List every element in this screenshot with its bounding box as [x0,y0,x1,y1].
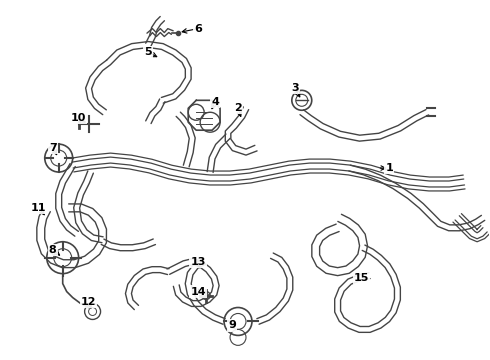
Text: 5: 5 [145,48,152,58]
Text: 4: 4 [211,97,219,107]
Text: 10: 10 [71,113,86,123]
Text: 2: 2 [234,103,242,113]
Text: 15: 15 [354,273,369,283]
Text: 13: 13 [191,257,206,267]
Text: 1: 1 [386,163,393,173]
Text: 9: 9 [228,320,236,330]
Text: 3: 3 [291,84,298,93]
Text: 14: 14 [191,287,206,297]
Text: 6: 6 [194,24,202,33]
Polygon shape [1,100,9,130]
Polygon shape [1,188,9,220]
Text: 12: 12 [81,297,97,306]
Text: 7: 7 [49,143,57,153]
Text: 8: 8 [49,245,57,255]
Text: 11: 11 [31,203,47,213]
